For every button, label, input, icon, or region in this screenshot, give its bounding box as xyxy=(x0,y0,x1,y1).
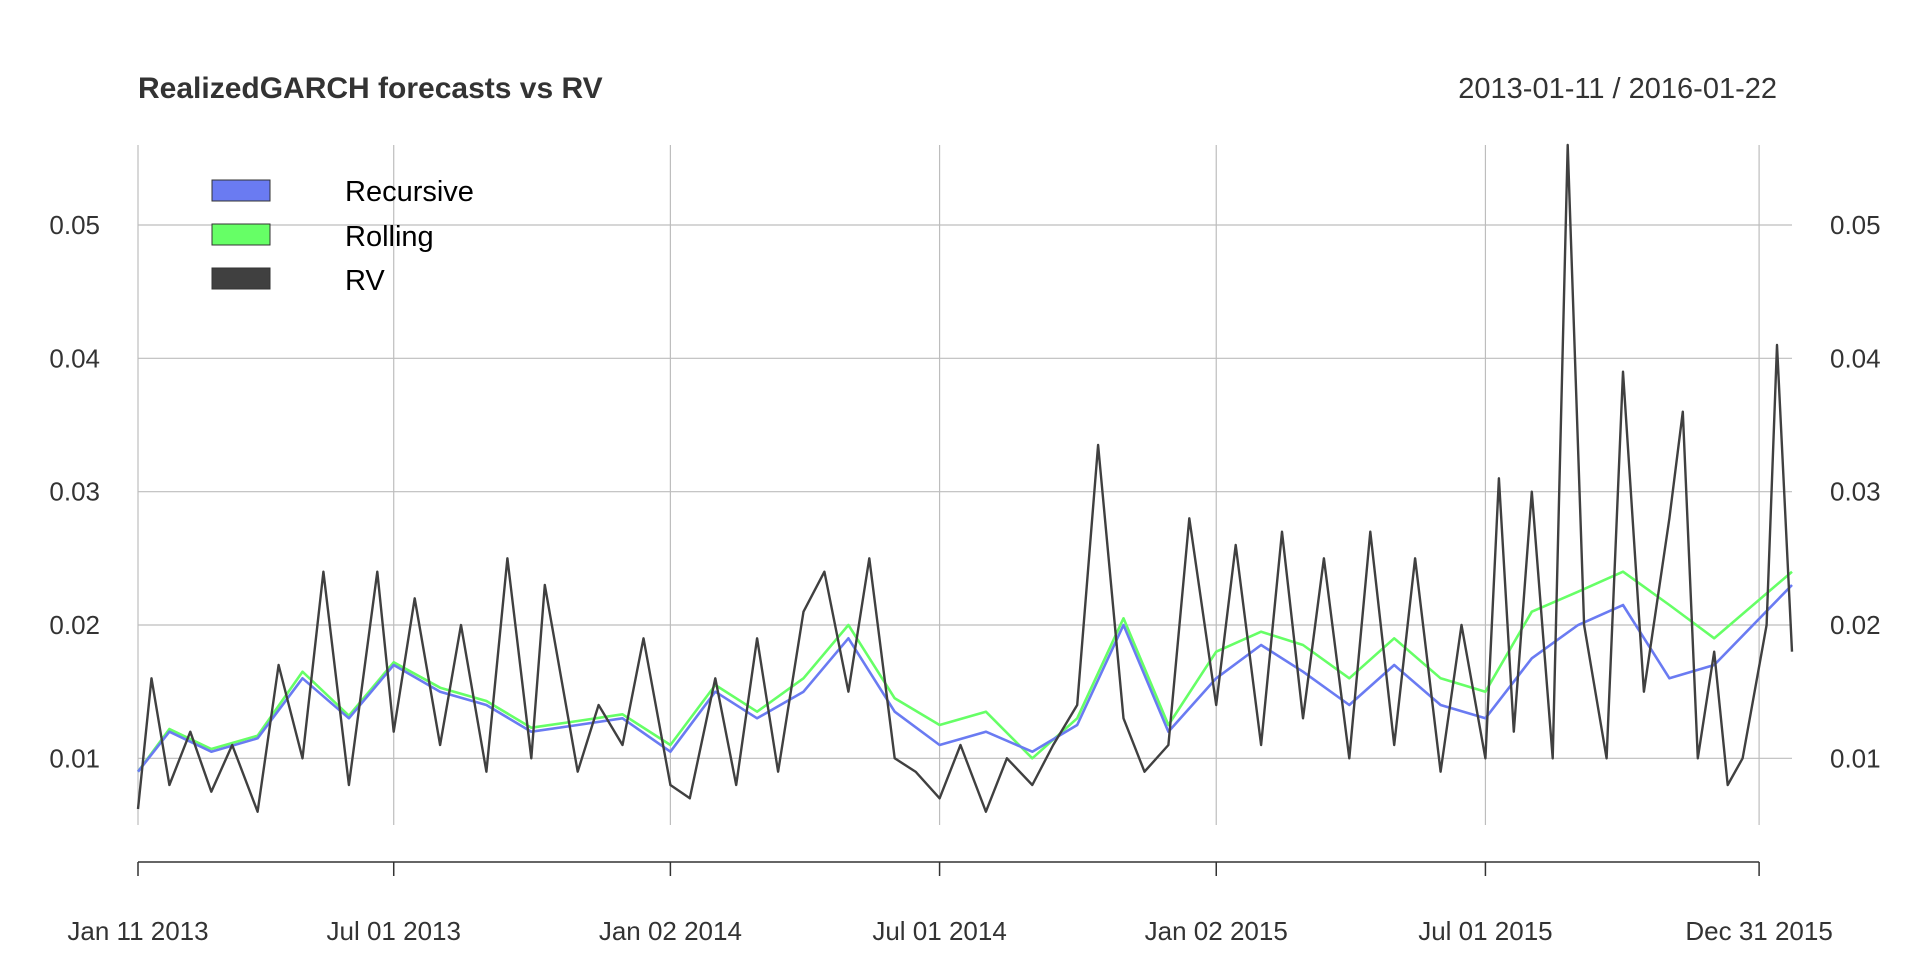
y-tick-label-right: 0.01 xyxy=(1830,743,1881,773)
x-tick-label: Jan 02 2014 xyxy=(599,916,742,946)
y-tick-label-left: 0.04 xyxy=(49,343,100,373)
y-tick-label-right: 0.02 xyxy=(1830,610,1881,640)
date-range-label: 2013-01-11 / 2016-01-22 xyxy=(1458,73,1777,105)
x-axis: Jan 11 2013 Jul 01 2013 Jan 02 2014 Jul 01 … xyxy=(67,861,1833,946)
y-tick-label-left: 0.02 xyxy=(49,610,100,640)
legend-label-rv: RV xyxy=(345,265,385,297)
series-line-rv xyxy=(136,143,1794,813)
legend-swatch-rolling xyxy=(211,223,271,246)
legend-swatch-rv xyxy=(211,267,271,290)
legend-swatch-recursive xyxy=(211,179,271,202)
y-tick-label-left: 0.05 xyxy=(49,210,100,240)
grid xyxy=(137,145,1792,825)
x-tick-label: Jul 01 2014 xyxy=(872,916,1006,946)
series-line-recursive xyxy=(136,584,1793,773)
x-tick-label: Jul 01 2015 xyxy=(1418,916,1552,946)
y-tick-label-left: 0.01 xyxy=(49,743,100,773)
x-tick-label: Jul 01 2013 xyxy=(327,916,461,946)
series-layer xyxy=(136,143,1794,813)
legend: Recursive Rolling RV xyxy=(211,176,474,297)
x-tick-label: Dec 31 2015 xyxy=(1685,916,1832,946)
y-axis-left: 0.01 0.02 0.03 0.04 0.05 xyxy=(49,210,100,773)
chart-title: RealizedGARCH forecasts vs RV xyxy=(138,72,603,105)
series-line-rolling xyxy=(136,570,1793,773)
legend-label-recursive: Recursive xyxy=(345,176,474,208)
legend-label-rolling: Rolling xyxy=(345,221,434,253)
y-tick-label-right: 0.05 xyxy=(1830,210,1881,240)
y-axis-right: 0.01 0.02 0.03 0.04 0.05 xyxy=(1830,210,1881,773)
y-tick-label-left: 0.03 xyxy=(49,477,100,507)
y-tick-label-right: 0.04 xyxy=(1830,343,1881,373)
x-tick-label: Jan 02 2015 xyxy=(1145,916,1288,946)
x-tick-label: Jan 11 2013 xyxy=(67,916,208,946)
y-tick-label-right: 0.03 xyxy=(1830,477,1881,507)
